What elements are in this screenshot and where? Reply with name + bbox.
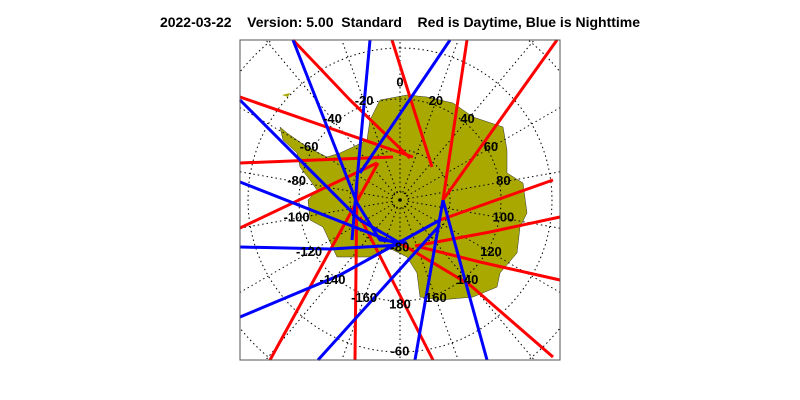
meridian-line [265, 205, 396, 361]
meridian-line [404, 205, 535, 361]
mode-label: Standard [341, 14, 402, 30]
meridian-line [341, 39, 398, 193]
meridian-line [404, 39, 535, 195]
night-track [239, 180, 401, 247]
version-label: Version: 5.00 [247, 14, 334, 30]
latitude-label: -60 [391, 343, 410, 358]
day-track [439, 178, 554, 222]
night-track [239, 218, 441, 319]
island [282, 93, 290, 97]
longitude-label: 140 [457, 272, 479, 287]
day-track [239, 161, 378, 230]
latitude-circle [240, 40, 272, 72]
longitude-label: -40 [323, 111, 342, 126]
longitude-label: 120 [480, 244, 502, 259]
legend-text: Red is Daytime, Blue is Nighttime [417, 14, 641, 30]
day-track [441, 39, 559, 201]
meridian-line [265, 39, 396, 195]
satellite-tracks [238, 38, 561, 362]
longitude-label: -60 [300, 139, 319, 154]
longitude-label: 180 [389, 296, 411, 311]
longitude-label: -80 [287, 173, 306, 188]
day-track [390, 39, 434, 168]
meridian-line [239, 171, 393, 200]
longitude-label: 40 [460, 111, 474, 126]
night-track [441, 199, 489, 361]
map-title: 2022-03-22 Version: 5.00 Standard Red is… [0, 14, 800, 30]
meridian-line [402, 207, 459, 361]
meridian-line [407, 200, 561, 229]
meridian-line [341, 207, 398, 361]
longitude-label: -20 [355, 93, 374, 108]
night-track [413, 199, 445, 361]
map-frame [239, 39, 561, 361]
longitude-label: -120 [296, 244, 322, 259]
day-track [399, 241, 554, 359]
meridian-line [402, 39, 459, 193]
south-pole-marker [398, 198, 402, 202]
longitude-label: -140 [319, 272, 345, 287]
night-track [238, 98, 401, 245]
longitude-label: 0 [396, 74, 403, 89]
longitude-label: 100 [493, 210, 515, 225]
longitude-label: -160 [351, 290, 377, 305]
day-track [268, 162, 380, 361]
day-track [419, 245, 561, 282]
longitude-label: 60 [484, 139, 498, 154]
night-track [358, 39, 452, 174]
longitude-label: 20 [429, 93, 443, 108]
date-label: 2022-03-22 [159, 14, 232, 30]
day-track [358, 216, 435, 361]
night-track [316, 223, 442, 362]
antarctica-landmass [279, 94, 528, 301]
day-track [291, 38, 412, 160]
day-track [353, 179, 359, 361]
night-track [239, 243, 401, 251]
latitude-circle [528, 328, 560, 360]
day-track [414, 215, 561, 248]
graticule [239, 39, 561, 361]
longitude-label: -100 [284, 210, 310, 225]
meridian-line [239, 200, 393, 229]
latitude-label: -80 [391, 239, 410, 254]
latitude-circle [240, 328, 272, 360]
night-track [350, 39, 372, 241]
meridian-line [407, 171, 561, 200]
longitude-label: 160 [425, 290, 447, 305]
day-track [441, 39, 469, 201]
longitude-label: 80 [496, 173, 510, 188]
day-track [239, 155, 394, 165]
